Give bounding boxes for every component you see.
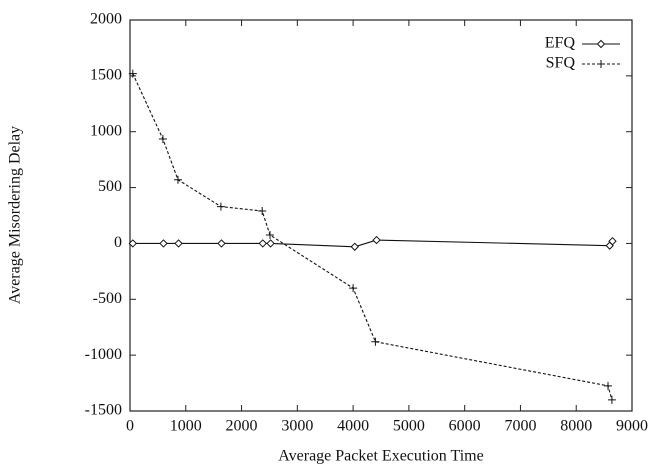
y-tick-label: 1500	[90, 67, 122, 84]
y-tick-label: 1000	[90, 122, 122, 139]
y-axis-label: Average Misordering Delay	[7, 126, 24, 304]
x-axis-label: Average Packet Execution Time	[278, 448, 483, 465]
data-point	[349, 284, 358, 293]
x-tick-label: 6000	[449, 418, 481, 435]
data-point	[173, 175, 182, 184]
data-point	[607, 395, 616, 404]
data-point	[372, 235, 381, 245]
data-point	[604, 381, 613, 390]
y-tick-label: -1500	[85, 402, 122, 419]
data-point	[266, 239, 275, 248]
series-line	[132, 73, 613, 400]
x-tick-label: 2000	[226, 418, 258, 435]
y-tick-label: 2000	[90, 11, 122, 28]
data-point	[266, 231, 275, 240]
y-tick-label: 500	[98, 178, 122, 195]
x-tick-label: 5000	[393, 418, 425, 435]
x-tick-label: 8000	[560, 418, 592, 435]
data-point	[174, 239, 183, 248]
x-tick-label: 1000	[170, 418, 202, 435]
data-point	[258, 207, 267, 216]
x-tick-label: 3000	[281, 418, 313, 435]
data-point	[128, 239, 137, 248]
data-point	[371, 337, 380, 346]
data-point	[159, 239, 168, 248]
series-line	[132, 239, 613, 248]
data-point	[158, 134, 167, 143]
legend-label: EFQ	[545, 35, 576, 52]
data-point	[216, 202, 225, 211]
y-tick-label: -500	[93, 290, 122, 307]
y-tick-label: -1000	[85, 346, 122, 363]
data-point	[217, 239, 226, 248]
x-tick-label: 7000	[504, 418, 536, 435]
data-point	[608, 236, 617, 246]
x-tick-label: 9000	[616, 418, 648, 435]
legend-marker	[596, 39, 606, 49]
x-tick-label: 0	[126, 418, 134, 435]
y-tick-label: 0	[114, 234, 122, 251]
x-tick-label: 4000	[337, 418, 369, 435]
plot-frame	[129, 19, 633, 412]
data-point	[258, 239, 267, 248]
legend-label: SFQ	[546, 55, 576, 72]
data-point	[128, 69, 137, 78]
legend-marker	[597, 60, 605, 68]
data-point	[350, 242, 359, 251]
